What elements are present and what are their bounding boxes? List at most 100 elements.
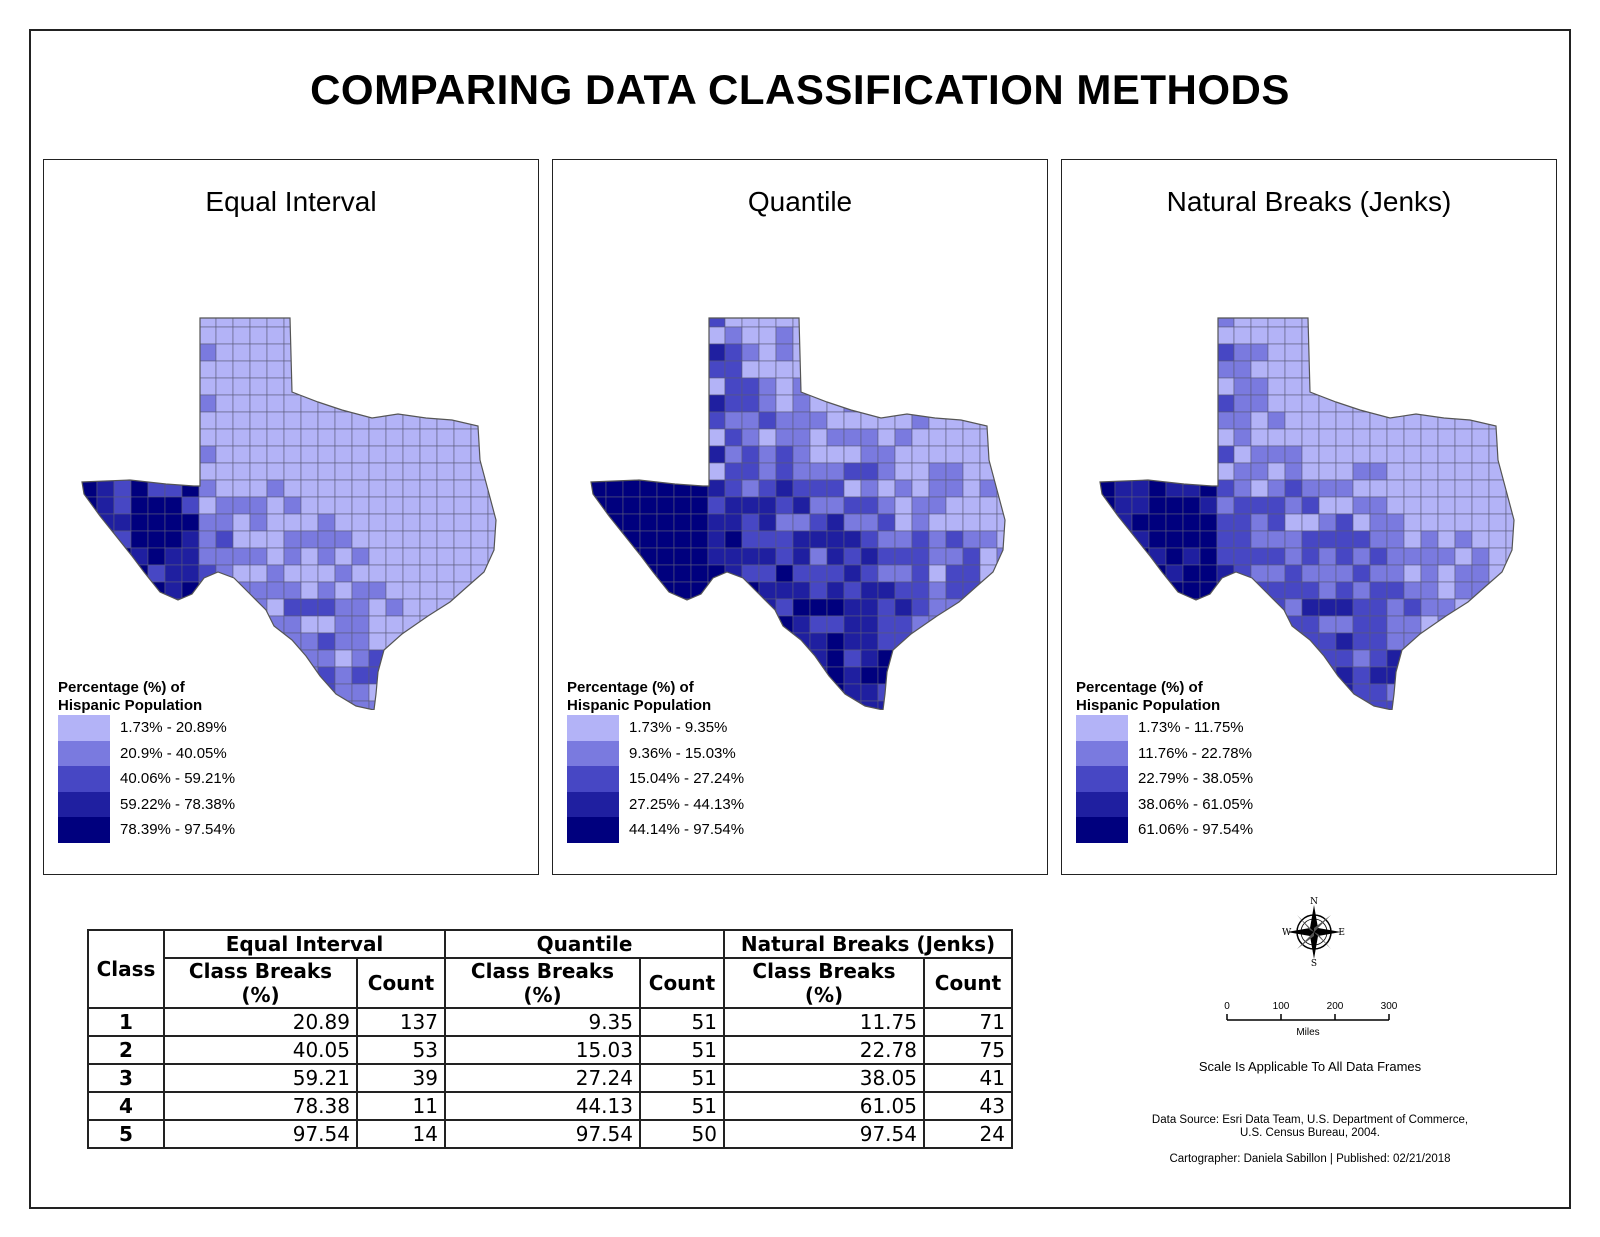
county-polygon [894, 530, 913, 549]
county-polygon [877, 700, 896, 710]
county-polygon [911, 462, 930, 481]
county-polygon [1267, 632, 1286, 651]
county-polygon [1420, 615, 1439, 634]
county-polygon [453, 564, 472, 583]
county-polygon [1454, 318, 1473, 328]
county-polygon [215, 649, 234, 668]
county-polygon [1488, 649, 1507, 668]
county-polygon [724, 530, 743, 549]
county-polygon [622, 632, 641, 651]
county-polygon [487, 428, 496, 447]
county-polygon [673, 513, 692, 532]
county-polygon [860, 530, 879, 549]
county-polygon [1471, 377, 1490, 396]
county-polygon [1505, 615, 1514, 634]
group-header-quantile: Quantile [444, 929, 725, 959]
county-polygon [996, 326, 1005, 345]
county-polygon [877, 445, 896, 464]
county-polygon [724, 632, 743, 651]
county-polygon [1403, 360, 1422, 379]
county-polygon [639, 360, 658, 379]
county-polygon [826, 700, 845, 710]
breaks-cell: 97.54 [163, 1119, 358, 1149]
county-polygon [130, 649, 149, 668]
county-polygon [283, 411, 302, 430]
county-polygon [1131, 462, 1150, 481]
county-polygon [198, 377, 217, 396]
county-polygon [979, 411, 998, 430]
county-polygon [232, 343, 251, 362]
county-polygon [979, 700, 998, 710]
county-polygon [1488, 394, 1507, 413]
county-polygon [1505, 360, 1514, 379]
county-polygon [656, 343, 675, 362]
county-polygon [487, 445, 496, 464]
county-polygon [979, 496, 998, 515]
county-polygon [181, 411, 200, 430]
county-polygon [334, 326, 353, 345]
county-polygon [1284, 411, 1303, 430]
legend-swatch [567, 791, 619, 818]
county-polygon [1216, 462, 1235, 481]
county-polygon [1216, 530, 1235, 549]
county-polygon [96, 411, 115, 430]
county-polygon [894, 326, 913, 345]
county-polygon [164, 632, 183, 651]
county-polygon [419, 649, 438, 668]
county-polygon [164, 513, 183, 532]
county-polygon [622, 326, 641, 345]
county-polygon [826, 326, 845, 345]
county-polygon [215, 496, 234, 515]
county-polygon [1250, 649, 1269, 668]
county-polygon [1301, 462, 1320, 481]
county-polygon [317, 666, 336, 685]
county-polygon [1335, 377, 1354, 396]
county-polygon [877, 513, 896, 532]
county-polygon [1199, 394, 1218, 413]
county-polygon [707, 598, 726, 617]
county-polygon [1182, 377, 1201, 396]
county-polygon [82, 615, 98, 634]
county-polygon [928, 581, 947, 600]
county-polygon [334, 564, 353, 583]
county-polygon [402, 445, 421, 464]
county-polygon [724, 496, 743, 515]
county-polygon [1250, 343, 1269, 362]
county-polygon [181, 581, 200, 600]
county-polygon [792, 445, 811, 464]
county-polygon [1233, 360, 1252, 379]
county-polygon [147, 411, 166, 430]
county-polygon [317, 343, 336, 362]
scale-bar: 0 100 200 300 Miles [1224, 1001, 1398, 1038]
county-polygon [1216, 360, 1235, 379]
county-polygon [673, 564, 692, 583]
county-polygon [351, 394, 370, 413]
county-polygon [283, 360, 302, 379]
county-polygon [300, 632, 319, 651]
county-polygon [283, 581, 302, 600]
county-polygon [860, 318, 879, 328]
county-polygon [266, 547, 285, 566]
county-polygon [622, 343, 641, 362]
county-polygon [639, 377, 658, 396]
county-polygon [419, 564, 438, 583]
county-polygon [1301, 326, 1320, 345]
county-polygon [1488, 496, 1507, 515]
county-polygon [198, 343, 217, 362]
county-polygon [1267, 530, 1286, 549]
county-polygon [266, 462, 285, 481]
group-header-equal-interval: Equal Interval [163, 929, 446, 959]
county-polygon [249, 598, 268, 617]
county-polygon [792, 394, 811, 413]
county-polygon [1267, 326, 1286, 345]
county-polygon [826, 343, 845, 362]
county-polygon [1369, 581, 1388, 600]
county-polygon [1114, 581, 1133, 600]
county-polygon [113, 394, 132, 413]
county-polygon [996, 377, 1005, 396]
county-polygon [1182, 394, 1201, 413]
county-polygon [470, 581, 489, 600]
county-polygon [707, 581, 726, 600]
county-polygon [419, 632, 438, 651]
county-polygon [368, 615, 387, 634]
